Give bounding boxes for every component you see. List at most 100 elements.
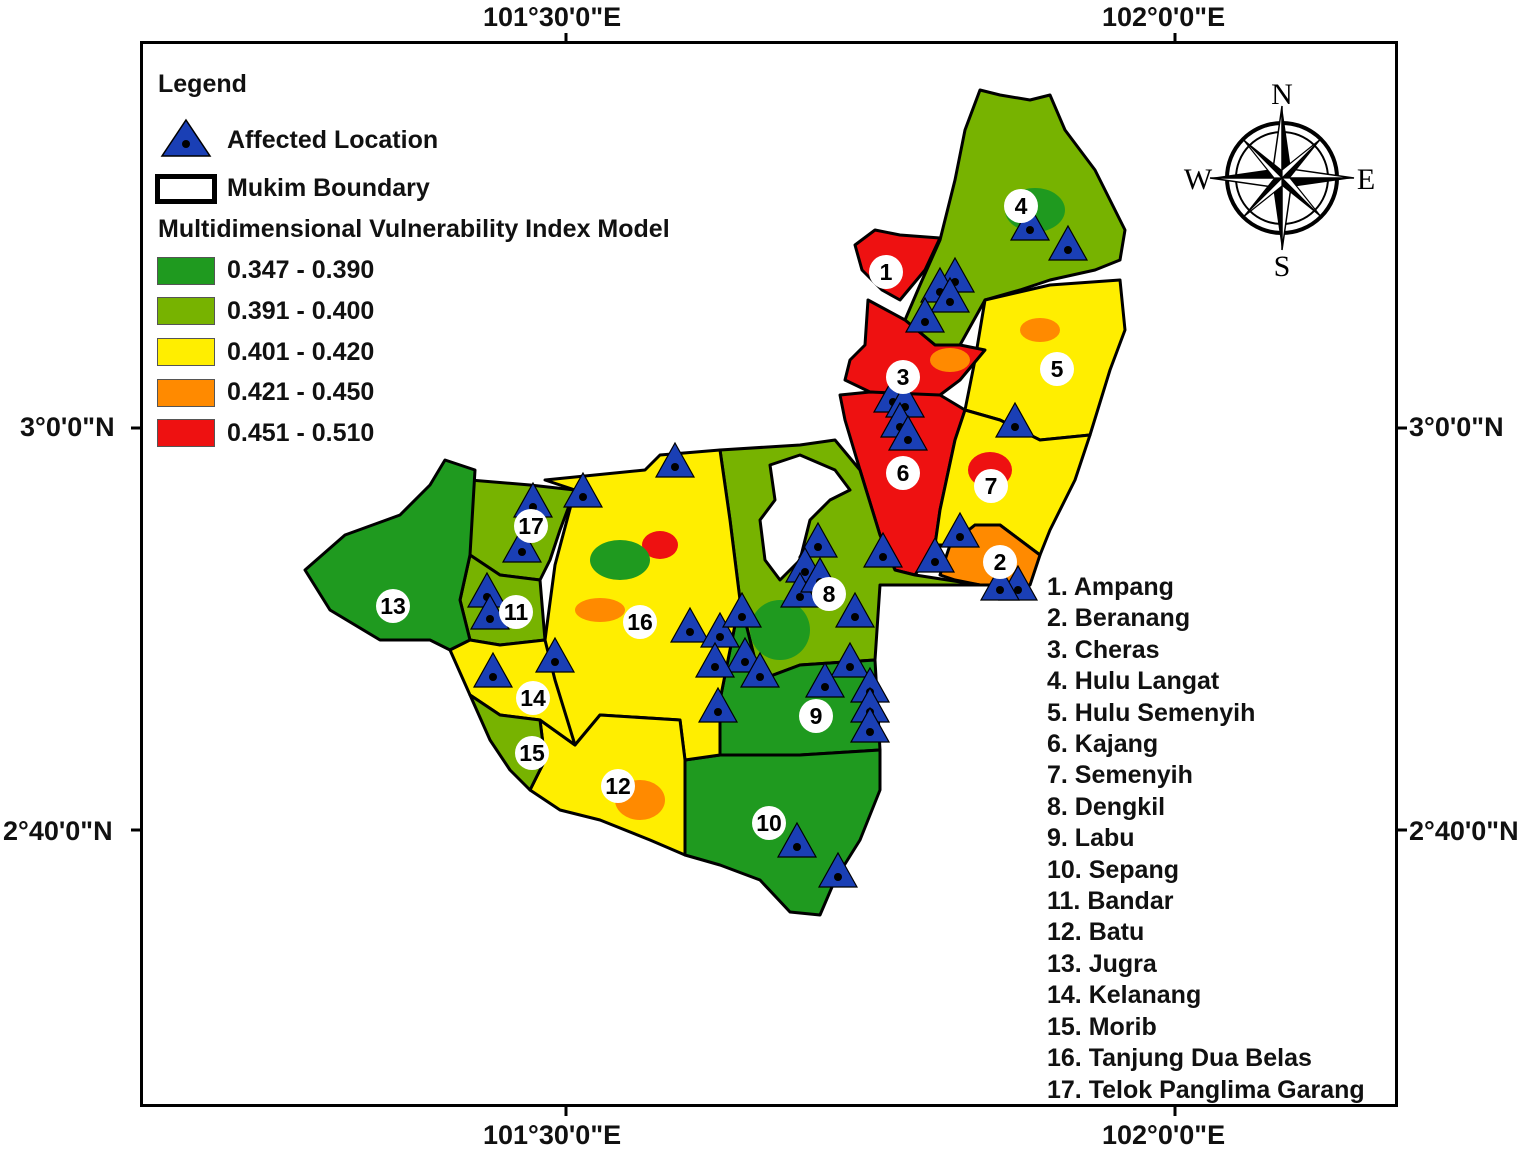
legend-swatch-class-4	[157, 379, 215, 407]
affected-location-marker	[1047, 224, 1089, 261]
affected-location-marker-dot	[518, 548, 526, 556]
affected-location-marker-dot	[801, 568, 809, 576]
region-number-label: 17	[518, 513, 544, 539]
affected-location-marker	[829, 641, 871, 678]
affected-location-marker	[862, 531, 904, 568]
mukim-list-item: 6. Kajang	[1047, 730, 1159, 759]
affected-location-marker	[472, 651, 514, 688]
legend-class-2-label: 0.391 - 0.400	[227, 297, 375, 325]
affected-location-marker-dot	[489, 673, 497, 681]
legend-swatch-class-1	[157, 257, 215, 285]
affected-location-marker-dot	[551, 658, 559, 666]
compass-west: W	[1184, 163, 1213, 196]
latitude-label-left-upper: 3°0'0"N	[20, 412, 115, 442]
region-number-label: 15	[519, 740, 545, 766]
legend-title: Legend	[158, 70, 247, 98]
affected-location-marker-dot	[904, 436, 912, 444]
region-number-label: 14	[520, 685, 546, 711]
region-number-badge	[812, 577, 846, 611]
region-number-label: 8	[823, 581, 836, 607]
region-number-badge	[983, 545, 1017, 579]
affected-location-marker-dot	[946, 298, 954, 306]
affected-location-marker-dot	[834, 873, 842, 881]
affected-location-marker	[914, 536, 956, 573]
affected-location-marker	[534, 636, 576, 673]
affected-location-marker	[501, 526, 543, 563]
affected-location-marker-dot	[1026, 226, 1034, 234]
affected-location-marker-dot	[931, 558, 939, 566]
region-jugra	[303, 458, 477, 652]
affected-location-marker-dot	[738, 613, 746, 621]
legend-class-3-label: 0.401 - 0.420	[227, 338, 375, 366]
region-number-badge	[515, 736, 549, 770]
region-number-badge	[869, 255, 903, 289]
mukim-list-item: 3. Cheras	[1047, 635, 1160, 664]
region-number-badge	[499, 595, 533, 629]
affected-location-marker-dot	[793, 843, 801, 851]
mukim-list-item: 10. Sepang	[1047, 855, 1179, 884]
legend-swatch-class-5	[157, 419, 215, 447]
legend-class-1-label: 0.347 - 0.390	[227, 256, 375, 284]
region-number-label: 12	[605, 773, 631, 799]
affected-location-marker-dot	[821, 683, 829, 691]
region-number-badge	[601, 769, 635, 803]
mukim-list-item: 14. Kelanang	[1047, 981, 1202, 1010]
mukim-list-item: 9. Labu	[1047, 824, 1135, 853]
affected-location-marker-dot	[741, 658, 749, 666]
legend-swatch-class-3	[157, 338, 215, 366]
region-number-label: 4	[1015, 193, 1028, 219]
affected-location-marker-dot	[711, 663, 719, 671]
region-number-label: 3	[897, 364, 910, 390]
affected-location-marker-dot	[851, 613, 859, 621]
region-number-label: 11	[504, 599, 529, 625]
region-number-badge	[974, 469, 1008, 503]
affected-location-marker-dot	[486, 615, 494, 623]
legend-mukim-boundary: Mukim Boundary	[227, 174, 430, 202]
affected-location-marker	[929, 276, 971, 313]
affected-location-marker	[979, 564, 1021, 601]
mukim-list-item: 13. Jugra	[1047, 949, 1157, 978]
mukim-list-item: 5. Hulu Semenyih	[1047, 698, 1256, 727]
affected-location-legend-icon	[160, 118, 212, 157]
longitude-label-top-left: 101°30'0"E	[483, 2, 622, 32]
affected-location-marker-dot	[796, 593, 804, 601]
affected-location-marker	[776, 821, 818, 858]
region-number-badge	[752, 806, 786, 840]
legend-index-title: Multidimensional Vulnerability Index Mod…	[158, 215, 670, 243]
region-number-label: 16	[627, 609, 653, 635]
mukim-list-item: 4. Hulu Langat	[1047, 667, 1220, 696]
legend-affected-location: Affected Location	[227, 126, 439, 154]
mukim-list-item: 17. Telok Panglima Garang	[1047, 1075, 1365, 1104]
affected-location-marker-dot	[814, 543, 822, 551]
mukim-name-list: 1. Ampang 2. Beranang 3. Cheras 4. Hulu …	[1047, 572, 1365, 1106]
region-number-badge	[886, 360, 920, 394]
affected-location-marker-dot	[846, 663, 854, 671]
region-number-badge	[1004, 189, 1038, 223]
affected-location-marker-dot	[671, 463, 679, 471]
region-number-badge	[514, 509, 548, 543]
region-number-label: 5	[1051, 356, 1064, 382]
affected-location-marker-dot	[866, 728, 874, 736]
mukim-list-item: 1. Ampang	[1047, 573, 1174, 601]
region-number-label: 7	[985, 473, 998, 499]
affected-location-marker-dot	[921, 318, 929, 326]
region-number-label: 13	[380, 593, 406, 619]
affected-location-marker-dot	[716, 633, 724, 641]
affected-location-marker-dot	[1064, 246, 1072, 254]
region-number-label: 10	[756, 810, 782, 836]
affected-location-marker	[994, 401, 1036, 438]
region-number-label: 1	[880, 259, 893, 285]
legend-swatch-class-2	[157, 297, 215, 325]
compass-east: E	[1357, 163, 1375, 196]
affected-location-marker-dot	[996, 586, 1004, 594]
compass-south: S	[1274, 250, 1291, 283]
affected-location-marker-dot	[686, 628, 694, 636]
mukim-list-item: 8. Dengkil	[1047, 792, 1166, 821]
affected-location-marker	[562, 471, 604, 508]
affected-location-marker-dot	[756, 673, 764, 681]
region-number-badge	[799, 699, 833, 733]
affected-location-marker	[817, 851, 859, 888]
latitude-label-right-upper: 3°0'0"N	[1409, 412, 1504, 442]
affected-location-marker	[887, 414, 929, 451]
lake-cutout	[758, 453, 852, 582]
